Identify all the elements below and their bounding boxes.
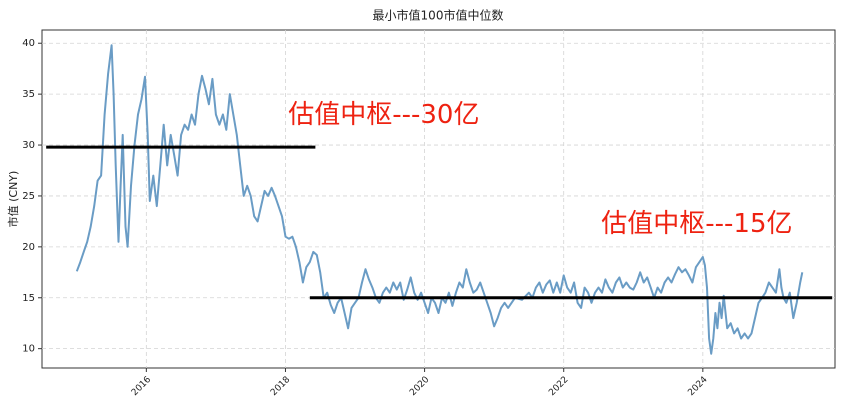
y-tick-label: 20	[22, 242, 35, 253]
annotation: 估值中枢---30亿	[288, 100, 479, 130]
y-tick-label: 10	[22, 344, 35, 355]
y-tick-label: 35	[22, 89, 35, 100]
x-tick-label: 2020	[408, 375, 431, 398]
x-tick-label: 2022	[547, 375, 570, 398]
chart-title: 最小市值100市值中位数	[373, 8, 504, 23]
y-tick-label: 40	[22, 38, 35, 49]
data-line	[75, 44, 804, 355]
y-tick-label: 25	[22, 191, 35, 202]
x-tick-label: 2016	[130, 375, 153, 398]
plot-frame	[41, 29, 836, 369]
x-tick-label: 2024	[686, 375, 709, 398]
y-axis-label: 市值 (CNY)	[6, 171, 20, 228]
annotation: 估值中枢---15亿	[601, 209, 792, 239]
y-tick-label: 30	[22, 140, 35, 151]
x-tick-label: 2018	[269, 375, 292, 398]
y-tick-label: 15	[22, 293, 35, 304]
